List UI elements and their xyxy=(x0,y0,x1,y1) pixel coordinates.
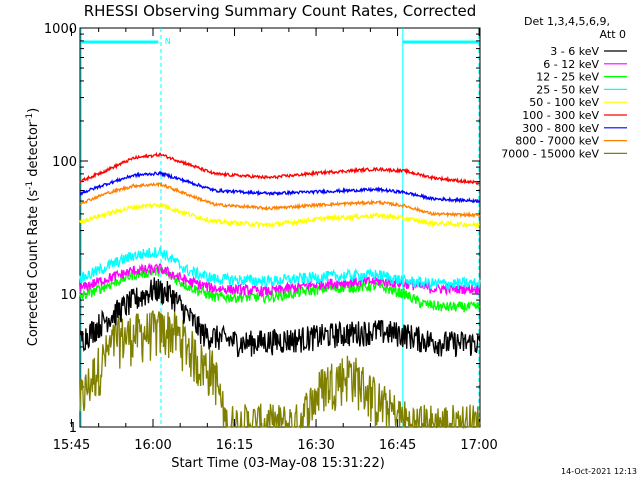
series-line xyxy=(79,170,480,204)
series-line xyxy=(79,310,481,430)
footer-timestamp: 14-Oct-2021 12:13 xyxy=(561,467,637,476)
series-line xyxy=(79,202,480,230)
plot-frame xyxy=(79,27,481,428)
legend-label: 6 - 12 keV xyxy=(543,58,599,71)
legend-header-1: Det 1,3,4,5,6,9, xyxy=(524,15,610,28)
legend-label: 7000 - 15000 keV xyxy=(501,147,599,160)
series-line xyxy=(79,277,481,358)
y-tick-label: 1 xyxy=(69,421,77,436)
series-line xyxy=(79,246,481,290)
legend-label: 50 - 100 keV xyxy=(529,96,599,109)
legend-label: 800 - 7000 keV xyxy=(515,135,599,148)
series-line xyxy=(79,262,481,299)
series-line xyxy=(79,266,481,313)
plot-layer: N 1 10 100 1000 15:45 16:00 16:15 16:30 16:45 17:0… xyxy=(44,22,498,453)
chart-title: RHESSI Observing Summary Count Rates, Co… xyxy=(84,2,477,20)
legend-label: 25 - 50 keV xyxy=(536,83,599,96)
y-tick-label: 10 xyxy=(60,288,77,303)
night-flag-label: N xyxy=(165,37,171,46)
legend-label: 12 - 25 keV xyxy=(536,71,599,84)
y-tick-label: 1000 xyxy=(44,22,77,37)
legend-header-2: Att 0 xyxy=(600,28,626,41)
legend-label: 100 - 300 keV xyxy=(522,109,599,122)
series-line xyxy=(79,181,481,219)
x-tick-label: 16:45 xyxy=(379,438,416,453)
y-tick-label: 100 xyxy=(52,155,77,170)
x-tick-label: 16:15 xyxy=(216,438,253,453)
x-tick-label: 15:45 xyxy=(53,438,90,453)
legend-label: 3 - 6 keV xyxy=(550,45,599,58)
x-axis-label: Start Time (03-May-08 15:31:22) xyxy=(171,456,385,471)
y-axis-label: Corrected Count Rate (s-1 detector-1) xyxy=(25,108,41,346)
x-tick-label: 16:00 xyxy=(134,438,171,453)
series-line xyxy=(79,151,481,186)
legend-label: 300 - 800 keV xyxy=(522,122,599,135)
x-tick-label: 16:30 xyxy=(297,438,334,453)
x-tick-label: 17:00 xyxy=(460,438,497,453)
